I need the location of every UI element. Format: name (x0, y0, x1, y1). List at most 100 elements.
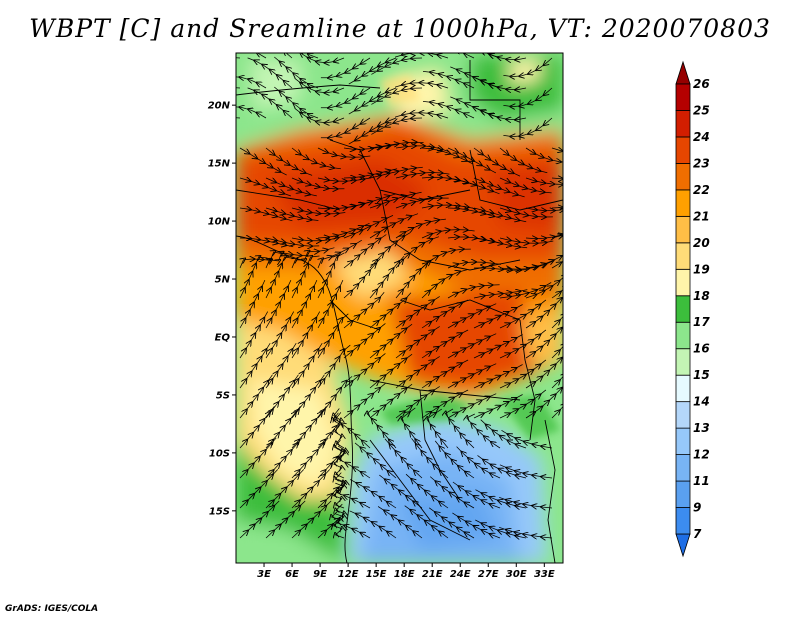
streamline (499, 464, 553, 478)
streamline (551, 197, 563, 208)
streamline (317, 147, 371, 157)
streamline (395, 296, 440, 329)
colorbar-swatch (675, 374, 691, 403)
latitude-axis: 20N 15N 10N 5N EQ 5S 10S 15S (208, 101, 236, 517)
streamline (421, 269, 468, 299)
lon-tick-label: 21E (422, 569, 443, 580)
streamline (421, 359, 469, 389)
colorbar-swatch (675, 215, 691, 244)
lon-tick-label: 6E (285, 569, 299, 580)
streamline (369, 213, 419, 239)
lat-tick-label: 5N (215, 275, 231, 286)
lon-tick-label: 9E (313, 569, 327, 580)
wbpt-shaded-field (236, 53, 563, 563)
colorbar-swatch (675, 348, 691, 376)
streamline (551, 148, 563, 152)
colorbar-label: 24 (693, 130, 710, 144)
colorbar-swatch (675, 242, 691, 270)
streamline (447, 262, 502, 268)
lon-tick-label: 30E (506, 569, 527, 580)
lat-tick-label: 10N (208, 217, 231, 228)
colorbar-swatch (675, 295, 691, 323)
streamline (499, 527, 553, 538)
streamline (395, 219, 446, 239)
streamline (317, 376, 353, 419)
streamline (499, 238, 554, 243)
streamline (395, 198, 449, 208)
streamline (525, 270, 563, 298)
colorbar-label: 22 (693, 183, 710, 197)
colorbar-label: 26 (693, 77, 710, 91)
lat-tick-label: 10S (209, 448, 230, 459)
colorbar-label: 14 (693, 395, 710, 409)
streamline (335, 412, 371, 449)
colorbar-swatch (675, 427, 691, 455)
streamline (503, 57, 553, 77)
colorbar-label: 12 (693, 448, 710, 462)
grads-credit: GrADS: IGES/COLA (5, 604, 99, 614)
map-plot-area (236, 53, 563, 563)
streamline (551, 172, 563, 179)
colorbar-label: 17 (693, 315, 710, 329)
lat-tick-label: 20N (208, 101, 231, 112)
streamline (473, 238, 528, 248)
colorbar-swatch (675, 507, 691, 535)
colorbar-min-triangle (675, 533, 691, 558)
colorbar-swatch (675, 454, 691, 482)
streamline (236, 117, 241, 119)
map-frame (235, 52, 564, 564)
streamline (525, 247, 563, 268)
lon-tick-label: 18E (394, 569, 415, 580)
streamline (503, 117, 553, 137)
streamline (395, 236, 440, 269)
streamline (236, 87, 241, 89)
streamline (499, 177, 552, 193)
lon-tick-label: 24E (450, 569, 471, 580)
streamline (395, 173, 450, 179)
streamline (421, 249, 471, 269)
streamline (367, 407, 397, 449)
streamline (551, 377, 563, 419)
streamline (265, 208, 319, 221)
streamline (503, 87, 553, 107)
colorbar-label: 21 (693, 209, 710, 223)
streamline (401, 407, 423, 449)
colorbar-swatch (675, 321, 691, 350)
streamline (551, 218, 563, 238)
colorbar-label: 25 (693, 103, 710, 117)
streamline (499, 208, 553, 217)
colorbar-label: 7 (693, 527, 702, 541)
lat-tick-label: 15N (208, 159, 231, 170)
streamline (395, 356, 440, 389)
streamline (236, 57, 241, 59)
streamline (421, 230, 475, 239)
colorbar-swatch (675, 136, 691, 164)
colorbar-label: 18 (693, 289, 710, 303)
colorbar-label: 23 (693, 156, 710, 170)
colorbar-label: 16 (693, 342, 710, 356)
streamline (369, 142, 424, 148)
colorbar-label: 19 (693, 262, 710, 276)
lat-tick-label: 15S (209, 506, 230, 517)
streamline (265, 147, 313, 176)
longitude-axis: 3E 6E 9E 12E 15E 18E 21E 24E 27E 30E 33E (257, 563, 555, 580)
colorbar-swatch (675, 110, 691, 138)
streamlines (236, 53, 563, 538)
streamline (551, 237, 563, 269)
lon-tick-label: 33E (534, 569, 555, 580)
streamline (291, 147, 341, 169)
streamline (525, 229, 563, 239)
streamline (291, 208, 346, 214)
colorbar-swatch (675, 480, 691, 508)
streamline (501, 429, 553, 448)
colorbar-swatch (675, 268, 691, 297)
streamline (265, 238, 320, 246)
streamline (369, 192, 422, 208)
streamline (447, 285, 500, 299)
colorbar-max-triangle (675, 60, 691, 85)
lon-tick-label: 15E (366, 569, 387, 580)
lat-tick-label: EQ (215, 332, 231, 343)
streamline (525, 147, 563, 162)
streamline (525, 207, 563, 211)
